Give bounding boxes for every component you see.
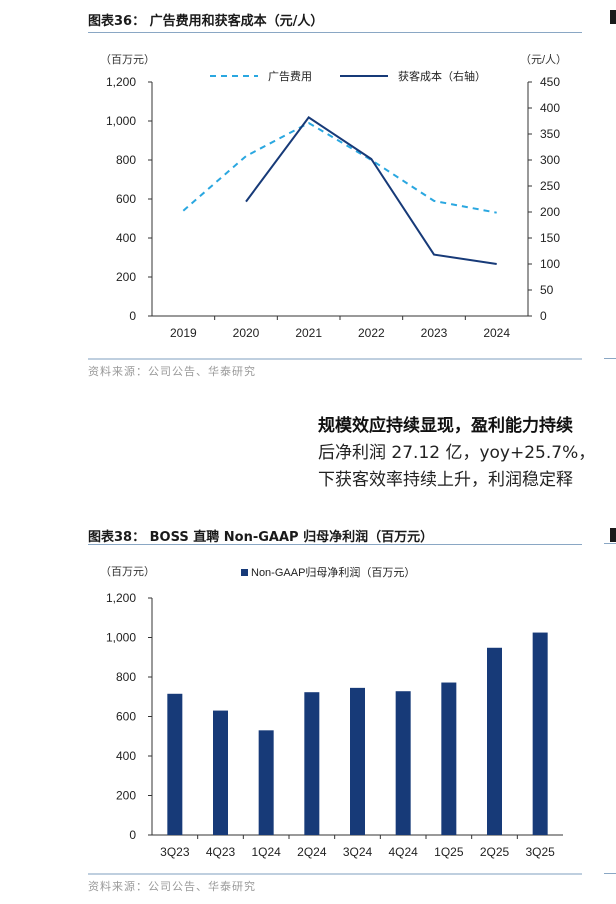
paragraph-line-3: 下获客效率持续上升，利润稳定释 <box>318 470 573 490</box>
chart1-right-tick-label: 450 <box>540 75 560 89</box>
chart1-right-tick-label: 200 <box>540 205 560 219</box>
chart2-y-tick-label: 1,200 <box>106 591 136 605</box>
legend-swatch-net-profit <box>241 569 248 576</box>
chart1-right-unit: （元/人） <box>520 53 567 66</box>
chart1-x-tick-label: 2019 <box>170 326 197 340</box>
chart2-y-tick-label: 400 <box>116 749 136 763</box>
chart1-x-tick-label: 2021 <box>295 326 322 340</box>
figure36-bottom-rule <box>88 358 582 360</box>
chart1-left-tick-label: 200 <box>116 270 136 284</box>
chart2-x-tick-label: 4Q23 <box>206 845 236 859</box>
chart2-y-tick-label: 0 <box>129 828 136 842</box>
chart1-left-tick-label: 1,000 <box>106 114 136 128</box>
bar-2Q25 <box>487 647 502 835</box>
series-line-cac <box>245 116 497 265</box>
bar-3Q24 <box>350 687 365 835</box>
figure38-top-rule <box>88 544 582 545</box>
figure36-source: 资料来源：公司公告、华泰研究 <box>88 365 256 378</box>
chart2-x-tick-label: 2Q25 <box>480 845 510 859</box>
chart1-left-tick-label: 800 <box>116 153 136 167</box>
chart1-right-tick-label: 350 <box>540 127 560 141</box>
chart-ad-cost-and-cac: （百万元） （元/人） 0 200 400 600 800 1,000 1,200 0 50 10… <box>100 53 567 340</box>
bar-2Q24 <box>304 692 320 835</box>
bar-4Q24 <box>395 691 411 835</box>
chart-non-gaap-net-profit: （百万元） 0 200 400 600 800 1,000 1,200 3Q23 4Q23 1Q2… <box>100 565 563 859</box>
bar-3Q25 <box>532 632 548 835</box>
bar-3Q23 <box>167 693 183 835</box>
chart1-right-tick-label: 100 <box>540 257 560 271</box>
chart2-x-tick-label: 1Q24 <box>251 845 281 859</box>
chart1-left-tick-label: 600 <box>116 192 136 206</box>
chart2-x-tick-label: 3Q25 <box>525 845 555 859</box>
next-column-rule-fragment-3 <box>604 873 616 874</box>
chart2-y-tick-label: 200 <box>116 789 136 803</box>
figure38-title: 图表38： BOSS 直聘 Non-GAAP 归母净利润（百万元） <box>88 530 434 545</box>
chart1-x-tick-label: 2024 <box>483 326 510 340</box>
series-line-ad-expense <box>182 121 497 214</box>
figure38-bottom-rule <box>88 873 582 875</box>
chart1-left-unit: （百万元） <box>100 53 155 66</box>
chart2-y-tick-label: 800 <box>116 670 136 684</box>
chart1-left-tick-label: 400 <box>116 231 136 245</box>
chart2-x-tick-label: 3Q24 <box>343 845 373 859</box>
chart1-x-tick-label: 2020 <box>233 326 260 340</box>
chart2-x-tick-label: 2Q24 <box>297 845 327 859</box>
chart2-x-tick-label: 3Q23 <box>160 845 190 859</box>
chart2-y-tick-label: 600 <box>116 710 136 724</box>
legend-label-ad-expense: 广告费用 <box>268 70 312 83</box>
chart1-right-tick-label: 300 <box>540 153 560 167</box>
chart2-y-tick-label: 1,000 <box>106 631 136 645</box>
legend-label-cac: 获客成本（右轴） <box>398 69 486 83</box>
next-column-title-fragment-2 <box>610 528 616 542</box>
chart1-left-tick-label: 0 <box>129 309 136 323</box>
chart1-right-tick-label: 0 <box>540 309 547 323</box>
paragraph-line-1: 规模效应持续显现，盈利能力持续 <box>318 416 573 436</box>
chart2-x-tick-label: 4Q24 <box>388 845 418 859</box>
bar-1Q24 <box>258 730 274 835</box>
chart1-right-tick-label: 250 <box>540 179 560 193</box>
figure36-title: 图表36： 广告费用和获客成本（元/人） <box>88 14 324 29</box>
next-column-title-fragment <box>610 10 616 24</box>
figure36-top-rule <box>88 32 582 33</box>
chart1-left-tick-label: 1,200 <box>106 75 136 89</box>
paragraph-line-2: 后净利润 27.12 亿，yoy+25.7%， <box>318 443 596 463</box>
chart2-unit: （百万元） <box>100 565 155 578</box>
chart1-x-tick-label: 2023 <box>421 326 448 340</box>
bar-1Q25 <box>441 682 457 835</box>
chart1-right-tick-label: 400 <box>540 101 560 115</box>
chart2-x-tick-label: 1Q25 <box>434 845 464 859</box>
next-column-rule-fragment-2 <box>604 543 616 544</box>
bar-4Q23 <box>213 710 228 835</box>
chart1-x-tick-label: 2022 <box>358 326 385 340</box>
next-column-rule-fragment <box>604 358 616 359</box>
figure38-source: 资料来源：公司公告、华泰研究 <box>88 880 256 893</box>
chart1-right-tick-label: 50 <box>540 283 554 297</box>
chart1-right-tick-label: 150 <box>540 231 560 245</box>
legend-label-net-profit: Non-GAAP归母净利润（百万元） <box>251 565 415 579</box>
